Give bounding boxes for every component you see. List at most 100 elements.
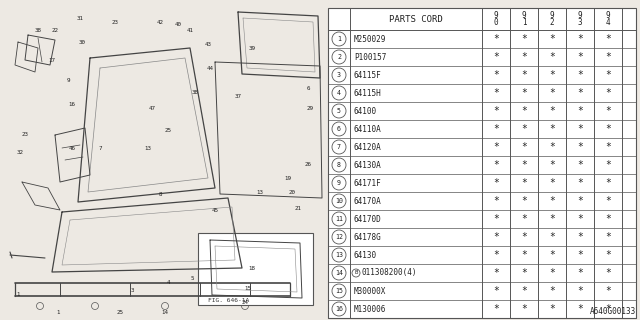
- Text: 9: 9: [605, 11, 611, 20]
- Text: 25: 25: [116, 309, 124, 315]
- Text: *: *: [577, 232, 583, 242]
- Text: 5: 5: [190, 276, 194, 281]
- Text: 39: 39: [248, 45, 255, 51]
- Text: *: *: [577, 124, 583, 134]
- Text: *: *: [577, 178, 583, 188]
- Text: *: *: [549, 88, 555, 98]
- Text: 25: 25: [164, 127, 172, 132]
- Text: 13: 13: [145, 146, 152, 150]
- Text: 6: 6: [307, 85, 310, 91]
- Text: *: *: [549, 106, 555, 116]
- Text: B: B: [355, 270, 358, 276]
- Text: *: *: [577, 106, 583, 116]
- Text: 14: 14: [335, 270, 343, 276]
- Text: 41: 41: [186, 28, 193, 33]
- Text: *: *: [493, 160, 499, 170]
- Text: *: *: [549, 142, 555, 152]
- Text: 6: 6: [337, 126, 341, 132]
- Text: *: *: [521, 214, 527, 224]
- Text: M30000X: M30000X: [354, 286, 387, 295]
- Text: 20: 20: [289, 189, 296, 195]
- Text: *: *: [549, 214, 555, 224]
- Text: 0: 0: [493, 18, 499, 27]
- Text: *: *: [605, 232, 611, 242]
- Text: 9: 9: [67, 77, 70, 83]
- Text: M250029: M250029: [354, 35, 387, 44]
- Text: *: *: [493, 232, 499, 242]
- Text: 64115F: 64115F: [354, 70, 381, 79]
- Text: 18: 18: [248, 266, 255, 270]
- Text: 19: 19: [285, 175, 291, 180]
- Text: *: *: [605, 214, 611, 224]
- Text: *: *: [549, 52, 555, 62]
- Text: *: *: [605, 250, 611, 260]
- Text: *: *: [521, 52, 527, 62]
- Text: *: *: [493, 214, 499, 224]
- Text: 011308200(4): 011308200(4): [362, 268, 417, 277]
- Text: 3: 3: [337, 72, 341, 78]
- Text: *: *: [605, 268, 611, 278]
- Text: 32: 32: [17, 149, 24, 155]
- Text: 7: 7: [99, 146, 102, 150]
- Text: 38: 38: [191, 90, 198, 94]
- Text: 8: 8: [337, 162, 341, 168]
- Text: M130006: M130006: [354, 305, 387, 314]
- Text: *: *: [521, 268, 527, 278]
- Text: 9: 9: [522, 11, 526, 20]
- Text: 23: 23: [111, 20, 118, 25]
- Text: 2: 2: [550, 18, 554, 27]
- Text: 29: 29: [307, 106, 314, 110]
- Text: 1: 1: [56, 309, 60, 315]
- Text: 64170D: 64170D: [354, 214, 381, 223]
- Text: 4: 4: [605, 18, 611, 27]
- Bar: [198, 233, 313, 305]
- Text: 45: 45: [211, 207, 218, 212]
- Text: 64115H: 64115H: [354, 89, 381, 98]
- Text: *: *: [521, 286, 527, 296]
- Text: 21: 21: [294, 205, 301, 211]
- Text: 24: 24: [241, 300, 248, 305]
- Text: 40: 40: [175, 22, 182, 28]
- Text: 16: 16: [335, 306, 343, 312]
- Text: *: *: [493, 196, 499, 206]
- Text: *: *: [493, 304, 499, 314]
- Text: *: *: [521, 124, 527, 134]
- Text: 47: 47: [148, 106, 156, 110]
- Text: *: *: [493, 142, 499, 152]
- Text: 64110A: 64110A: [354, 124, 381, 133]
- Text: *: *: [605, 34, 611, 44]
- Text: *: *: [605, 52, 611, 62]
- Text: *: *: [577, 286, 583, 296]
- Text: 15: 15: [335, 288, 343, 294]
- Text: 9: 9: [493, 11, 499, 20]
- Text: 1: 1: [16, 292, 20, 298]
- Text: 1: 1: [522, 18, 526, 27]
- Text: 23: 23: [22, 132, 29, 138]
- Text: P100157: P100157: [354, 52, 387, 61]
- Text: 31: 31: [77, 15, 83, 20]
- Text: 4: 4: [337, 90, 341, 96]
- Text: 12: 12: [335, 234, 343, 240]
- Text: *: *: [493, 178, 499, 188]
- Text: 11: 11: [335, 216, 343, 222]
- Text: 64130A: 64130A: [354, 161, 381, 170]
- Text: *: *: [493, 286, 499, 296]
- Text: 13: 13: [335, 252, 343, 258]
- Text: 17: 17: [49, 58, 56, 62]
- Text: 7: 7: [337, 144, 341, 150]
- Text: *: *: [521, 70, 527, 80]
- Text: 9: 9: [337, 180, 341, 186]
- Text: 2: 2: [337, 54, 341, 60]
- Text: *: *: [577, 52, 583, 62]
- Text: *: *: [549, 268, 555, 278]
- Text: *: *: [605, 286, 611, 296]
- Text: *: *: [549, 124, 555, 134]
- Text: *: *: [605, 178, 611, 188]
- Text: *: *: [577, 250, 583, 260]
- Text: 5: 5: [337, 108, 341, 114]
- Text: *: *: [521, 160, 527, 170]
- Text: *: *: [549, 34, 555, 44]
- Text: 42: 42: [157, 20, 163, 25]
- Text: 16: 16: [68, 102, 76, 108]
- Text: 46: 46: [68, 146, 76, 150]
